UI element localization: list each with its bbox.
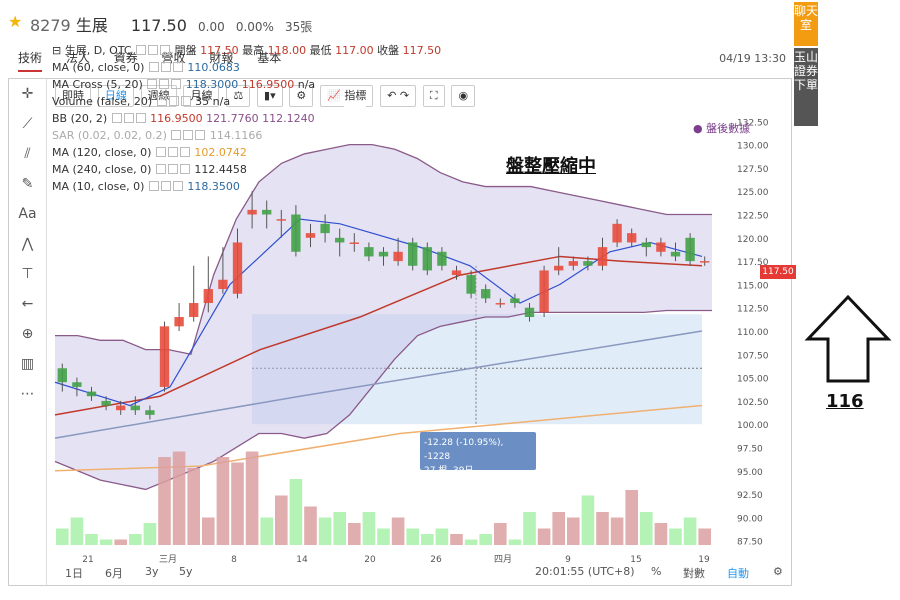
daily-button[interactable]: 日線 xyxy=(97,85,134,107)
zoom-icon[interactable]: ⊕ xyxy=(21,326,34,342)
indicators-label: 指標 xyxy=(344,86,367,108)
tab-technical[interactable]: 技術 xyxy=(18,48,43,72)
pattern-icon[interactable]: ⋀ xyxy=(21,236,34,252)
range-3y[interactable]: 3y xyxy=(145,565,159,578)
arrow-label: 116 xyxy=(826,391,864,412)
up-arrow-icon xyxy=(804,294,892,383)
stock-volume: 35張 xyxy=(285,20,313,34)
after-hours-link[interactable]: ● 盤後數據 xyxy=(693,122,751,135)
clock: 20:01:55 (UTC+8) xyxy=(535,565,635,578)
legend-volume: Volume (false, 20) 35 n/a xyxy=(52,95,231,108)
range-1d[interactable]: 1日 xyxy=(65,567,83,580)
range-5y[interactable]: 5y xyxy=(179,565,193,578)
bars-icon[interactable]: ▥ xyxy=(20,356,35,372)
stock-header: ★ 8279 生展 117.50 0.00 0.00% 35張 xyxy=(0,0,790,44)
current-price-label: 117.50 xyxy=(760,265,796,279)
measure-icon[interactable]: ⊤ xyxy=(21,266,34,282)
more-icon[interactable]: ⋯ xyxy=(20,386,35,402)
scale-settings-icon[interactable]: ⚙ xyxy=(773,565,783,578)
order-button[interactable]: 玉山證券下單 xyxy=(794,48,818,126)
chart-toolbar: 即時 日線 週線 月線 ⚖ ▮▾ ⚙ 📈 指標 ↶ ↷ ⛶ ◉ xyxy=(55,85,478,108)
fullscreen-icon[interactable]: ⛶ xyxy=(422,85,445,107)
annotation-text: 盤整壓縮中 xyxy=(506,156,596,177)
legend-ma240: MA (240, close, 0) 112.4458 xyxy=(52,163,247,176)
tab-basic[interactable]: 基本 xyxy=(257,51,282,65)
camera-icon[interactable]: ◉ xyxy=(451,85,476,107)
indicator-legend: ⊟ 生展, D, OTC 開盤 117.50 最高 118.00 最低 117.… xyxy=(52,42,441,195)
favorite-star-icon[interactable]: ★ xyxy=(8,12,23,31)
stock-price: 117.50 xyxy=(130,16,187,35)
text-icon[interactable]: Aa xyxy=(18,206,37,222)
legend-ma60: MA (60, close, 0) 110.0683 xyxy=(52,61,240,74)
datetime: 04/19 13:30 xyxy=(719,52,786,65)
stock-name: 生展 xyxy=(75,16,108,35)
log-toggle[interactable]: 對數 xyxy=(683,567,705,580)
chat-button[interactable]: 聊天室 xyxy=(794,2,818,46)
back-arrow-icon[interactable]: ← xyxy=(21,296,34,312)
chart-bottom-bar: 1日 6月 3y 5y 20:01:55 (UTC+8) % 對數 自動 ⚙ xyxy=(55,563,793,581)
indicators-button[interactable]: 📈 指標 xyxy=(320,85,374,108)
settings-icon[interactable]: ⚙ xyxy=(289,85,314,107)
compare-icon[interactable]: ⚖ xyxy=(226,85,251,107)
stock-change-pct: 0.00% xyxy=(235,20,274,34)
legend-main: ⊟ 生展, D, OTC 開盤 117.50 最高 118.00 最低 117.… xyxy=(52,44,442,57)
drawing-toolbar: ✛ ⟋ ⫽ ✎ Aa ⋀ ⊤ ← ⊕ ▥ ⋯ xyxy=(9,79,47,585)
percent-toggle[interactable]: % xyxy=(651,565,662,578)
candle-type-icon[interactable]: ▮▾ xyxy=(257,85,283,107)
crosshair-icon[interactable]: ✛ xyxy=(21,86,34,102)
brush-icon[interactable]: ✎ xyxy=(21,176,34,192)
measure-tooltip: -12.28 (-10.95%), -1228 27 根, 39日 xyxy=(420,432,536,476)
intraday-button[interactable]: 即時 xyxy=(55,85,91,107)
legend-macross: MA Cross (5, 20) 118.3000 116.9500 n/a xyxy=(52,78,316,91)
main-tabs: 技術 法人 資券 營收 財報 基本 xyxy=(8,48,291,72)
range-6m[interactable]: 6月 xyxy=(105,567,123,580)
tab-institutional[interactable]: 法人 xyxy=(65,51,90,65)
legend-sar: SAR (0.02, 0.02, 0.2) 114.1166 xyxy=(52,129,263,142)
legend-ma10: MA (10, close, 0) 118.3500 xyxy=(52,180,240,193)
tab-margin[interactable]: 資券 xyxy=(113,51,138,65)
legend-bb: BB (20, 2) 116.9500 121.7760 112.1240 xyxy=(52,112,315,125)
stock-change: 0.00 xyxy=(198,20,225,34)
undo-redo-icon[interactable]: ↶ ↷ xyxy=(380,85,417,107)
stock-code: 8279 xyxy=(30,16,71,35)
stock-title: 8279 生展 117.50 0.00 0.00% 35張 xyxy=(30,12,312,36)
trendline-icon[interactable]: ⟋ xyxy=(22,116,33,132)
legend-ma120: MA (120, close, 0) 102.0742 xyxy=(52,146,247,159)
fib-icon[interactable]: ⫽ xyxy=(24,146,31,162)
tab-financials[interactable]: 財報 xyxy=(209,51,234,65)
auto-toggle[interactable]: 自動 xyxy=(727,567,749,580)
